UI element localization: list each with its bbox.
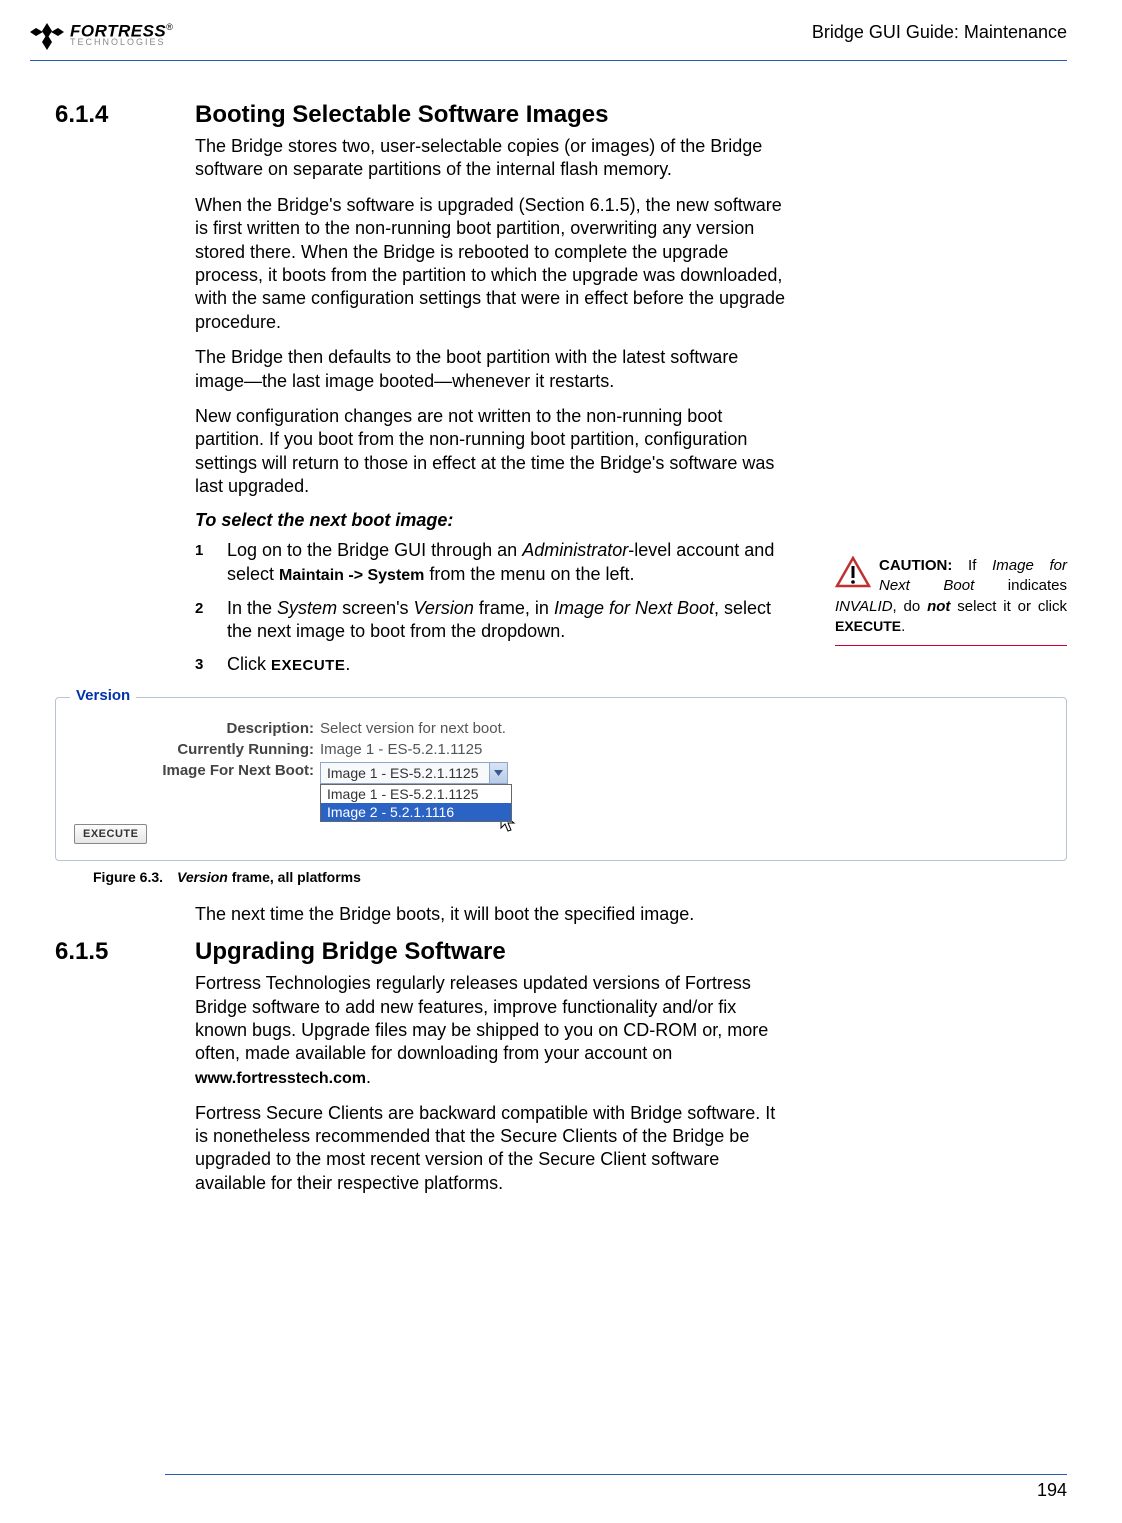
logo-icon [30, 20, 64, 50]
desc-value: Select version for next boot. [320, 720, 506, 737]
footer-rule [165, 1474, 1067, 1475]
caution-icon [835, 556, 871, 594]
t: In the [227, 598, 277, 618]
running-value: Image 1 - ES-5.2.1.1125 [320, 741, 482, 758]
figure-body-rest: frame, all platforms [228, 869, 361, 885]
next-boot-label: Image For Next Boot: [74, 762, 320, 779]
para-614-4: New configuration changes are not writte… [195, 405, 790, 499]
t: If [952, 557, 992, 574]
subhead-select-next: To select the next boot image: [195, 510, 790, 531]
caution-lead: CAUTION: [879, 557, 952, 574]
t: Log on to the Bridge GUI through an [227, 540, 522, 560]
step-text: In the System screen's Version frame, in… [227, 597, 790, 644]
para-615-1: Fortress Technologies regularly releases… [195, 972, 790, 1089]
figure-lead: Figure 6.3. [93, 869, 177, 885]
figure-body-italic: Version [177, 869, 228, 885]
menu-path: Maintain -> System [279, 567, 424, 584]
t: . [366, 1067, 371, 1087]
t-italic: Administrator [522, 540, 628, 560]
t: indicates [974, 577, 1067, 594]
next-boot-dropdown[interactable]: Image 1 - ES-5.2.1.1125 Image 2 - 5.2.1.… [320, 784, 512, 822]
figure-caption: Figure 6.3.Version frame, all platforms [93, 869, 1067, 885]
step-2: 2 In the System screen's Version frame, … [195, 597, 790, 644]
execute-label: EXECUTE [271, 657, 345, 674]
chevron-down-icon[interactable] [489, 763, 507, 783]
select-value: Image 1 - ES-5.2.1.1125 [321, 765, 489, 781]
running-label: Currently Running: [74, 741, 320, 758]
section-number-615: 6.1.5 [55, 938, 195, 966]
page-number: 194 [1037, 1480, 1067, 1501]
t-italic: System [277, 598, 337, 618]
execute-button[interactable]: EXECUTE [74, 824, 147, 844]
desc-label: Description: [74, 720, 320, 737]
t: . [901, 618, 905, 635]
step-1: 1 Log on to the Bridge GUI through an Ad… [195, 539, 790, 586]
t: Fortress Technologies regularly releases… [195, 973, 768, 1063]
t: screen's [337, 598, 413, 618]
dropdown-option[interactable]: Image 1 - ES-5.2.1.1125 [321, 785, 511, 803]
doc-title: Bridge GUI Guide: Maintenance [812, 20, 1067, 43]
page-header: FORTRESS® TECHNOLOGIES Bridge GUI Guide:… [30, 20, 1067, 58]
logo: FORTRESS® TECHNOLOGIES [30, 20, 173, 50]
step-num: 2 [195, 597, 227, 644]
step-num: 1 [195, 539, 227, 586]
step-3: 3 Click EXECUTE. [195, 653, 790, 676]
after-figure-para: The next time the Bridge boots, it will … [195, 903, 790, 926]
step-text: Click EXECUTE. [227, 653, 790, 676]
url-text: www.fortresstech.com [195, 1070, 366, 1087]
t: Click [227, 654, 271, 674]
step-num: 3 [195, 653, 227, 676]
t-italic: Version [414, 598, 474, 618]
t-italic: INVALID [835, 598, 893, 615]
t: . [345, 654, 350, 674]
t: from the menu on the left. [424, 564, 634, 584]
t-italic: Image for Next Boot [554, 598, 714, 618]
t: frame, in [474, 598, 554, 618]
logo-line2: TECHNOLOGIES [70, 39, 173, 47]
next-boot-select[interactable]: Image 1 - ES-5.2.1.1125 [320, 762, 508, 784]
section-number-614: 6.1.4 [55, 101, 195, 129]
t: , do [893, 598, 928, 615]
para-614-1: The Bridge stores two, user-selectable c… [195, 135, 790, 182]
step-text: Log on to the Bridge GUI through an Admi… [227, 539, 790, 586]
steps-list: 1 Log on to the Bridge GUI through an Ad… [195, 539, 790, 676]
logo-text: FORTRESS® TECHNOLOGIES [70, 24, 173, 47]
section-title-614: Booting Selectable Software Images [195, 101, 790, 129]
version-frame: Version Description: Select version for … [55, 697, 1067, 861]
t-bold-italic: not [927, 598, 950, 615]
version-legend: Version [70, 687, 136, 704]
dropdown-option-selected[interactable]: Image 2 - 5.2.1.1116 [321, 803, 511, 821]
execute-label: EXECUTE [835, 618, 901, 634]
logo-reg: ® [166, 22, 173, 32]
para-614-3: The Bridge then defaults to the boot par… [195, 346, 790, 393]
section-title-615: Upgrading Bridge Software [195, 938, 790, 966]
para-615-2: Fortress Secure Clients are backward com… [195, 1102, 790, 1196]
para-614-2: When the Bridge's software is upgraded (… [195, 194, 790, 334]
caution-note: CAUTION: If Image for Next Boot indicate… [835, 556, 1067, 646]
t: select it or click [950, 598, 1067, 615]
header-rule [30, 60, 1067, 61]
